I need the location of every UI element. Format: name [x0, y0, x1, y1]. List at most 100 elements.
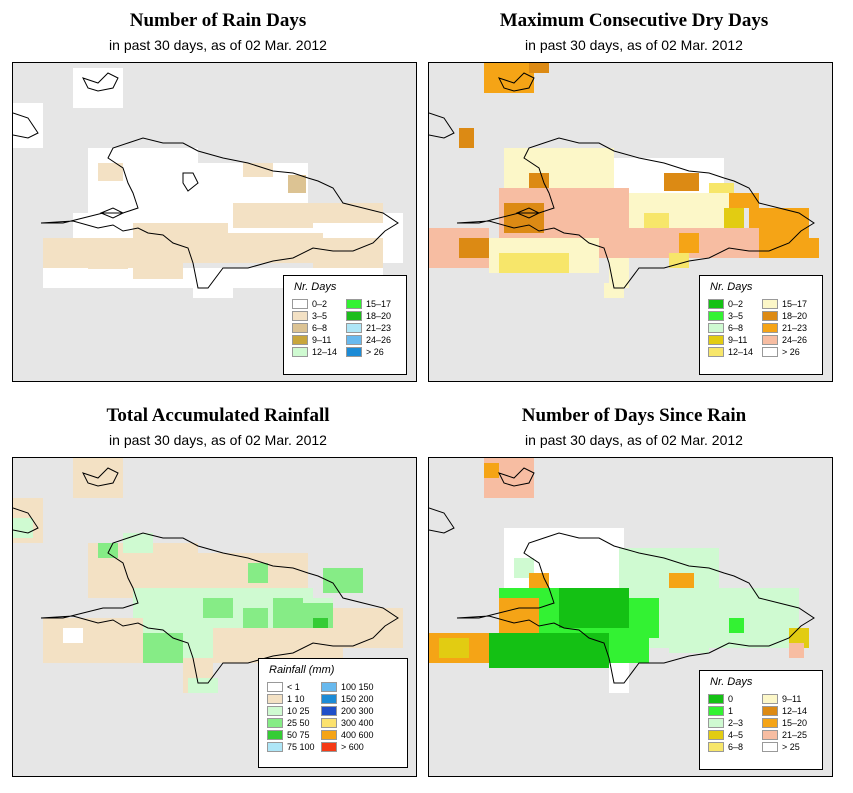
- legend-label: 6–8: [728, 741, 744, 752]
- legend-swatch: [321, 681, 337, 692]
- legend-label: 2–3: [728, 717, 744, 728]
- legend-title: Rainfall (mm): [269, 664, 335, 676]
- legend-label: 21–23: [782, 322, 808, 333]
- legend-label: 0–2: [728, 298, 744, 309]
- panel-title: Maximum Consecutive Dry Days: [499, 10, 769, 31]
- map-canvas: [13, 458, 403, 693]
- legend-item: 6–8: [708, 322, 743, 333]
- legend-label: 100 150: [341, 681, 374, 692]
- legend-swatch: [708, 729, 724, 740]
- legend-swatch: [762, 741, 778, 752]
- legend-swatch: [321, 705, 337, 716]
- legend-item: 1: [708, 705, 733, 716]
- grid-cells: [429, 63, 819, 298]
- legend-label: 12–14: [782, 705, 808, 716]
- map-canvas: [13, 68, 403, 298]
- legend: Nr. Days 0 1 2–3 4–5 6–8 9–11 12–14 15–20 21–25 >…: [699, 670, 823, 770]
- panel-max-dry-days: Maximum Consecutive Dry Days in past 30 …: [428, 0, 840, 390]
- legend-swatch: [762, 310, 778, 321]
- legend-swatch: [321, 693, 337, 704]
- legend-item: 0–2: [292, 298, 327, 309]
- legend-swatch: [267, 717, 283, 728]
- legend-swatch: [292, 322, 308, 333]
- legend-swatch: [762, 729, 778, 740]
- legend-item: 12–14: [762, 705, 807, 716]
- legend-label: 10 25: [287, 705, 310, 716]
- legend-item: 50 75: [267, 729, 310, 740]
- coastline: [456, 532, 815, 684]
- legend-swatch: [708, 741, 724, 752]
- legend-label: 150 200: [341, 693, 374, 704]
- legend-label: 400 600: [341, 729, 374, 740]
- legend-title: Nr. Days: [710, 676, 753, 688]
- legend-swatch: [708, 705, 724, 716]
- legend-label: 15–20: [782, 717, 808, 728]
- legend-swatch: [292, 334, 308, 345]
- legend-item: 24–26: [346, 334, 391, 345]
- legend-swatch: [708, 717, 724, 728]
- legend-item: 9–11: [708, 334, 747, 345]
- legend-swatch: [267, 741, 283, 752]
- legend-item: 9–11: [762, 693, 801, 704]
- legend-label: 3–5: [728, 310, 744, 321]
- panel-subtitle: in past 30 days, as of 02 Mar. 2012: [525, 37, 743, 53]
- panel-total-rainfall: Total Accumulated Rainfall in past 30 da…: [12, 395, 424, 785]
- legend-swatch: [321, 741, 337, 752]
- legend-item: > 26: [762, 346, 800, 357]
- legend-label: 75 100: [287, 741, 315, 752]
- legend-swatch: [708, 334, 724, 345]
- legend-swatch: [292, 298, 308, 309]
- legend-swatch: [708, 322, 724, 333]
- legend-swatch: [762, 334, 778, 345]
- legend-label: 24–26: [366, 334, 392, 345]
- legend-label: 6–8: [312, 322, 328, 333]
- legend-item: 6–8: [292, 322, 327, 333]
- legend-item: 12–14: [708, 346, 753, 357]
- legend-label: 1 10: [287, 693, 305, 704]
- map-max-dry-days: Nr. Days 0–2 3–5 6–8 9–11 12–14 15–17 18–20 21–…: [428, 62, 833, 382]
- legend-swatch: [346, 346, 362, 357]
- panel-subtitle: in past 30 days, as of 02 Mar. 2012: [109, 37, 327, 53]
- legend-item: 100 150: [321, 681, 374, 692]
- legend-swatch: [292, 346, 308, 357]
- coastline: [456, 137, 815, 289]
- legend-label: 21–25: [782, 729, 808, 740]
- legend-item: 21–25: [762, 729, 807, 740]
- grid-cells: [13, 68, 403, 298]
- legend-swatch: [321, 729, 337, 740]
- legend-label: 12–14: [728, 346, 754, 357]
- legend-item: > 26: [346, 346, 384, 357]
- grid-cells: [13, 458, 403, 693]
- legend-label: < 1: [287, 681, 300, 692]
- legend-swatch: [708, 298, 724, 309]
- coastline: [40, 137, 399, 289]
- legend-item: 400 600: [321, 729, 374, 740]
- map-canvas: [429, 63, 819, 298]
- legend-label: > 600: [341, 741, 364, 752]
- legend-label: 4–5: [728, 729, 744, 740]
- legend-label: 0: [728, 693, 734, 704]
- panel-title: Number of Days Since Rain: [521, 405, 747, 426]
- legend-item: 3–5: [708, 310, 743, 321]
- legend-item: < 1: [267, 681, 300, 692]
- legend-swatch: [346, 310, 362, 321]
- legend-label: 9–11: [728, 334, 748, 345]
- legend-swatch: [346, 334, 362, 345]
- legend-label: 15–17: [782, 298, 808, 309]
- legend-title: Nr. Days: [710, 281, 753, 293]
- panel-title: Total Accumulated Rainfall: [106, 405, 330, 426]
- legend-item: 12–14: [292, 346, 337, 357]
- legend-label: > 25: [782, 741, 800, 752]
- legend-item: 3–5: [292, 310, 327, 321]
- legend-item: 6–8: [708, 741, 743, 752]
- legend-label: 18–20: [366, 310, 392, 321]
- legend-label: 15–17: [366, 298, 392, 309]
- legend-item: 10 25: [267, 705, 310, 716]
- legend-label: 6–8: [728, 322, 744, 333]
- legend-label: 25 50: [287, 717, 310, 728]
- legend-swatch: [346, 322, 362, 333]
- legend-item: 21–23: [346, 322, 391, 333]
- panel-rain-days: Number of Rain Days in past 30 days, as …: [12, 0, 424, 390]
